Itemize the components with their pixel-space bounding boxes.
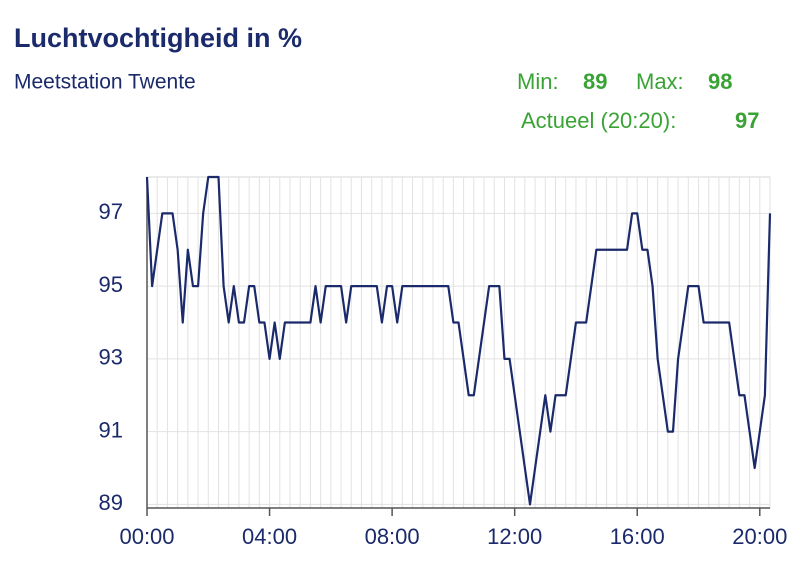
x-tick-label: 12:00	[487, 524, 542, 549]
plot-area	[146, 176, 771, 509]
min-label: Min:	[517, 69, 559, 94]
x-tick-label: 04:00	[242, 524, 297, 549]
y-tick-label: 95	[99, 272, 123, 297]
x-tick-label: 20:00	[732, 524, 787, 549]
current-label: Actueel (20:20):	[521, 108, 676, 133]
data-line	[145, 175, 772, 506]
current-value: 97	[735, 108, 759, 133]
x-tick-label: 16:00	[610, 524, 665, 549]
x-tick-label: 00:00	[119, 524, 174, 549]
max-label: Max:	[636, 69, 684, 94]
y-tick-label: 93	[99, 345, 123, 370]
y-tick-label: 97	[99, 199, 123, 224]
min-value: 89	[583, 69, 607, 94]
y-tick-label: 91	[99, 417, 123, 442]
x-tick-label: 08:00	[365, 524, 420, 549]
max-value: 98	[708, 69, 732, 94]
chart-title: Luchtvochtigheid in %	[14, 23, 302, 53]
chart-subtitle: Meetstation Twente	[14, 71, 196, 94]
y-tick-label: 89	[99, 490, 123, 515]
